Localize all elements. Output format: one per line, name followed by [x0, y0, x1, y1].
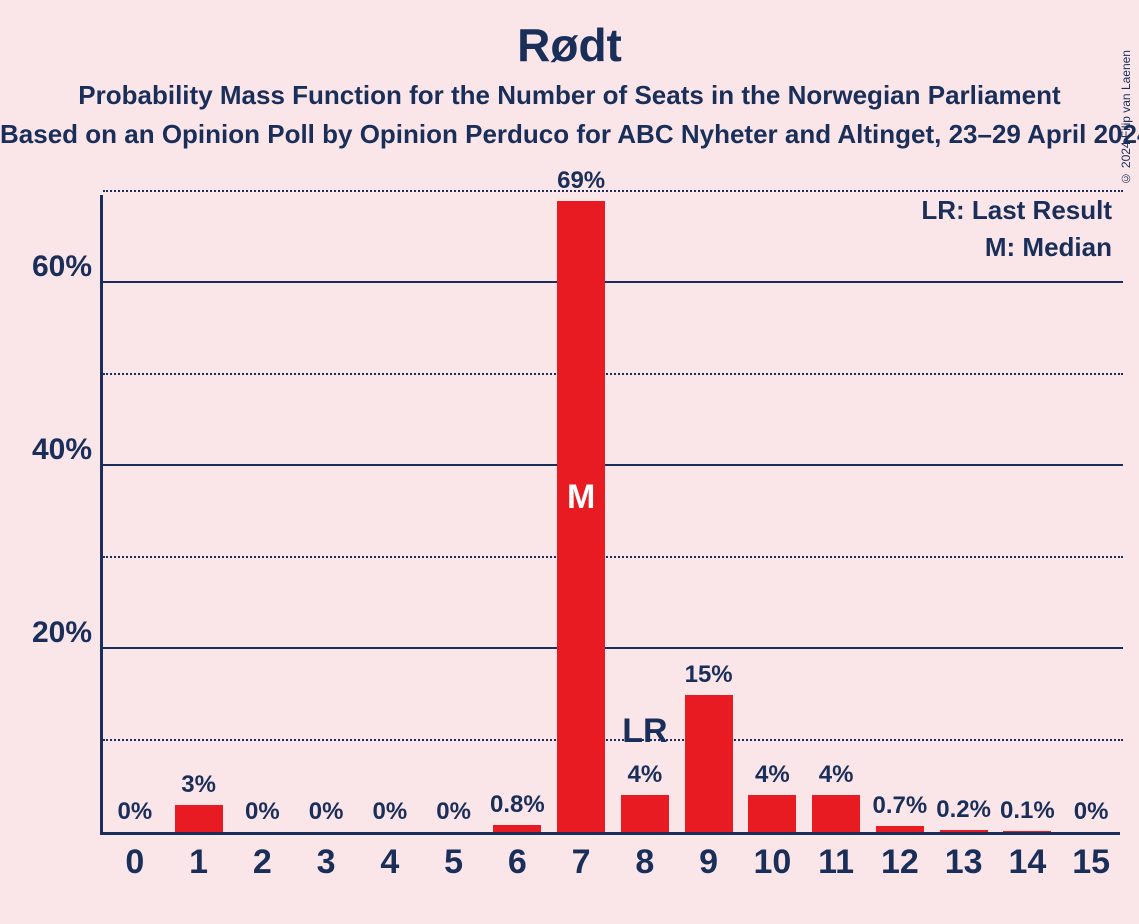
gridline-minor — [103, 739, 1123, 741]
pmf-bar-chart: 0%03%10%20%30%40%50.8%669%7815%94%104%11… — [100, 195, 1120, 835]
xtick-label: 15 — [1072, 843, 1110, 882]
bar — [621, 795, 669, 832]
bar-value-label: 15% — [685, 661, 733, 689]
bar-value-label: 0.8% — [490, 791, 545, 819]
bar-value-label: 0.1% — [1000, 797, 1055, 825]
xtick-label: 4 — [380, 843, 399, 882]
bar — [557, 201, 605, 832]
bar — [812, 795, 860, 832]
xtick-label: 6 — [508, 843, 527, 882]
xtick-label: 7 — [572, 843, 591, 882]
bar-value-label: 0.7% — [873, 792, 928, 820]
bar-value-label: 4% — [819, 761, 854, 789]
bar — [748, 795, 796, 832]
xtick-label: 11 — [818, 843, 854, 882]
bar-value-label: 0% — [373, 798, 408, 826]
chart-legend: LR: Last Result M: Median — [921, 195, 1112, 269]
bar-value-label: 0% — [436, 798, 471, 826]
bar-value-label: 0% — [309, 798, 344, 826]
xtick-label: 2 — [253, 843, 272, 882]
bar — [175, 805, 223, 832]
gridline-minor — [103, 556, 1123, 558]
median-marker: M — [567, 478, 595, 517]
xtick-label: 12 — [881, 843, 919, 882]
bar-value-label: 0% — [118, 798, 153, 826]
plot-area: 0%03%10%20%30%40%50.8%669%7815%94%104%11… — [100, 195, 1120, 835]
bar — [940, 830, 988, 832]
bar — [493, 825, 541, 832]
bar — [685, 695, 733, 832]
xtick-label: 14 — [1008, 843, 1046, 882]
bar — [1003, 831, 1051, 832]
bar-value-label: 0% — [245, 798, 280, 826]
xtick-label: 8 — [635, 843, 654, 882]
legend-median: M: Median — [921, 232, 1112, 263]
chart-subtitle-2: Based on an Opinion Poll by Opinion Perd… — [0, 119, 1139, 150]
xtick-label: 5 — [444, 843, 463, 882]
chart-title: Rødt — [0, 18, 1139, 72]
xtick-label: 9 — [699, 843, 718, 882]
copyright-text: © 2024 Filip van Laenen — [1119, 50, 1133, 185]
gridline-major — [103, 281, 1123, 283]
bar-value-label: 0% — [1074, 798, 1109, 826]
gridline-minor — [103, 190, 1123, 192]
gridline-minor — [103, 373, 1123, 375]
xtick-label: 3 — [317, 843, 336, 882]
xtick-label: 1 — [189, 843, 208, 882]
gridline-major — [103, 647, 1123, 649]
bar-value-label: 0.2% — [936, 796, 991, 824]
gridline-major — [103, 464, 1123, 466]
xtick-label: 0 — [125, 843, 144, 882]
bar-value-label: 69% — [557, 167, 605, 195]
xtick-label: 13 — [945, 843, 983, 882]
last-result-marker: LR — [622, 712, 667, 751]
legend-lr: LR: Last Result — [921, 195, 1112, 226]
chart-subtitle-1: Probability Mass Function for the Number… — [0, 80, 1139, 111]
ytick-label: 20% — [32, 616, 92, 650]
ytick-label: 60% — [32, 250, 92, 284]
bar-value-label: 3% — [181, 771, 216, 799]
bar-value-label: 4% — [755, 761, 790, 789]
bar-value-label: 4% — [628, 761, 663, 789]
bar — [876, 826, 924, 832]
ytick-label: 40% — [32, 433, 92, 467]
xtick-label: 10 — [753, 843, 791, 882]
